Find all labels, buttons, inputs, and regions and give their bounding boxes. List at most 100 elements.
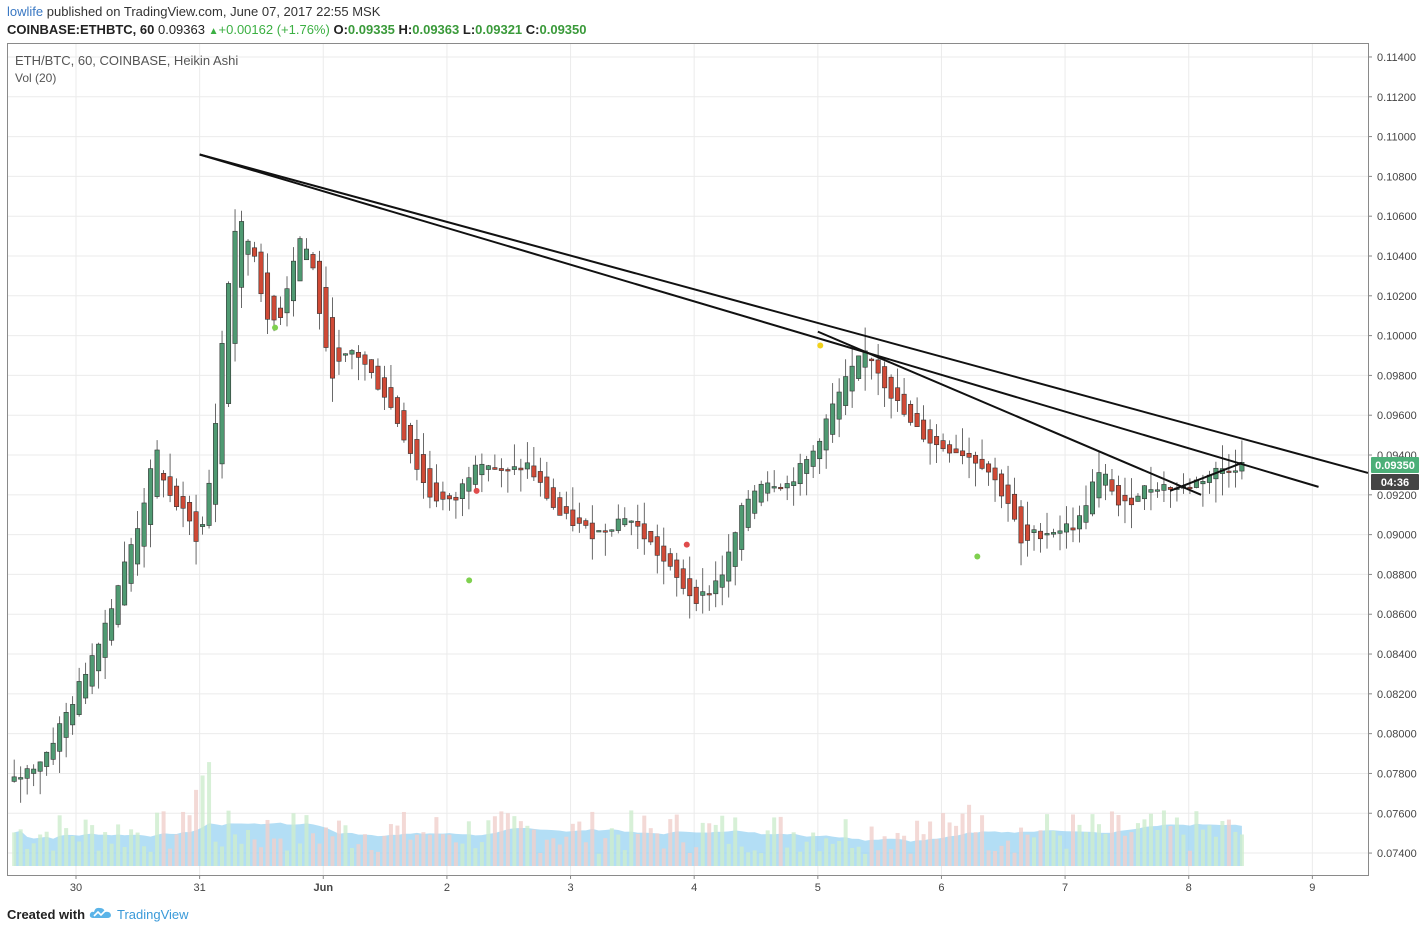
header-bar: lowlife published on TradingView.com, Ju… [0, 0, 1427, 42]
volume-bar [895, 832, 900, 866]
candle [466, 477, 472, 492]
candle [979, 458, 985, 469]
candle [258, 251, 264, 295]
created-with-label: Created with [7, 907, 86, 922]
y-tick-label: 0.07800 [1377, 768, 1417, 780]
candle [895, 387, 901, 401]
y-tick-label: 0.07600 [1377, 808, 1417, 820]
volume-bar [941, 813, 946, 866]
candle [726, 551, 732, 582]
signal-dot [272, 324, 279, 331]
volume-bar [1226, 819, 1231, 866]
volume-bar [447, 834, 452, 866]
signal-dot [466, 577, 473, 584]
volume-bar [739, 846, 744, 866]
open-label: O: [333, 22, 348, 37]
candle [648, 531, 654, 543]
candle [836, 391, 842, 420]
candle [1226, 470, 1232, 473]
candle [148, 468, 154, 525]
volume-bar [954, 825, 959, 866]
candle [784, 483, 790, 489]
candle [1064, 523, 1070, 533]
volume-bar [1045, 814, 1050, 866]
candle [947, 444, 953, 454]
candle [745, 498, 751, 528]
volume-bar [122, 847, 127, 866]
candle [531, 465, 537, 478]
volume-bar [726, 843, 731, 866]
volume-bar [772, 817, 777, 866]
candle [914, 413, 920, 427]
volume-bar [843, 819, 848, 866]
candle [544, 476, 550, 499]
candle [479, 463, 485, 476]
volume-bar [220, 846, 225, 866]
y-tick-label: 0.08000 [1377, 729, 1417, 741]
volume-bar [155, 812, 160, 866]
volume-bar [863, 853, 868, 866]
volume-bar [1233, 831, 1238, 866]
volume-bar [648, 828, 653, 866]
candle [992, 467, 998, 481]
candle [596, 530, 602, 533]
volume-bar [317, 843, 322, 866]
volume-bar [200, 775, 205, 866]
candle [518, 467, 524, 471]
candle [329, 317, 335, 379]
volume-bar [161, 811, 166, 866]
volume-bar [980, 815, 985, 866]
candle [200, 524, 206, 527]
candle [355, 352, 361, 358]
high-label: H: [398, 22, 413, 37]
volume-bar [993, 850, 998, 866]
signal-dot [473, 487, 480, 494]
volume-bar [1070, 814, 1075, 866]
author-link[interactable]: lowlife [7, 4, 44, 19]
candle [206, 482, 212, 526]
price-chart[interactable]: 0.11400 0.11200 0.11000 0.10800 0.10600 0.104… [0, 0, 1427, 900]
volume-legend[interactable]: Vol (20) [15, 71, 57, 85]
volume-bar [1058, 835, 1063, 866]
volume-bar [765, 830, 770, 866]
candles [11, 209, 1245, 803]
series-legend[interactable]: ETH/BTC, 60, COINBASE, Heikin Ashi [15, 53, 239, 68]
volume-bar [1213, 836, 1218, 866]
x-tick-label: 9 [1309, 882, 1315, 894]
volume-bar [1019, 827, 1024, 866]
candle [109, 608, 115, 641]
up-arrow-icon: ▲ [208, 26, 219, 37]
y-tick-label: 0.10200 [1377, 291, 1417, 303]
candle [433, 482, 439, 502]
volume-bar [551, 838, 556, 866]
volume-bar [544, 839, 549, 866]
tradingview-brand-link[interactable]: TradingView [117, 907, 189, 922]
tradingview-cloud-icon[interactable] [88, 904, 114, 922]
candle [342, 353, 348, 356]
volume-bar [213, 841, 218, 866]
volume-bar [421, 832, 426, 866]
volume-bar [876, 850, 881, 866]
volume-bar [18, 829, 23, 866]
volume-bar [960, 813, 965, 866]
volume-bar [668, 819, 673, 866]
signal-dot [974, 553, 981, 560]
volume-bar [791, 832, 796, 866]
volume-bar [44, 831, 49, 866]
volume-bar [752, 850, 757, 866]
candle [316, 260, 322, 314]
volume-bar [285, 850, 290, 866]
candle [1122, 494, 1128, 502]
volume-bar [362, 834, 367, 866]
candle [219, 343, 225, 465]
volume-bar [1142, 819, 1147, 866]
candle [1044, 533, 1050, 536]
candle [323, 287, 329, 348]
candle [498, 468, 504, 471]
volume-bar [330, 836, 335, 866]
volume-bar [1077, 824, 1082, 866]
volume-bar [655, 833, 660, 866]
candle [687, 578, 693, 597]
last-price-badge-bg [1371, 456, 1419, 473]
volume-bar [492, 816, 497, 866]
